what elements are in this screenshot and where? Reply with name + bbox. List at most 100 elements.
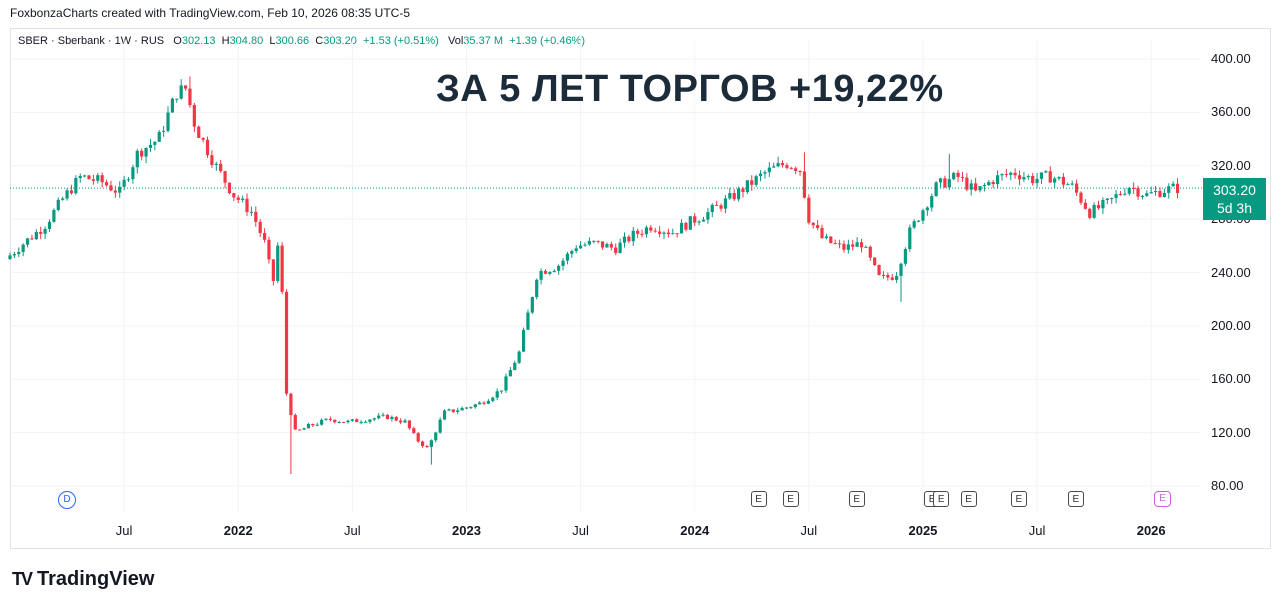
candle-body [679,222,684,234]
candle-body [271,259,275,281]
candle-body [820,228,824,239]
candle-body [56,199,60,210]
candle-body [302,428,306,430]
candle-body [614,247,618,253]
candle-body [8,255,12,260]
y-tick-label: 80.00 [1211,478,1244,493]
candle-body [785,165,789,168]
candle-body [1009,172,1013,175]
earnings-marker[interactable]: E [1010,491,1027,507]
x-tick-label: Jul [1028,523,1046,538]
candle-body [1013,172,1017,176]
candle-body [794,168,798,172]
candle-body [350,419,354,421]
candle-body [1070,183,1074,185]
volume-change: +1.39 (+0.46%) [509,35,586,47]
candle-body [1026,175,1030,178]
ohlc-legend: SBER · Sberbank · 1W · RUS O302.13 H304.… [18,35,585,47]
candle-body [666,232,670,235]
candle-body [912,221,916,228]
candle-body [381,414,385,416]
candle-body [772,166,776,168]
earnings-marker[interactable]: E [1067,491,1084,507]
candle-body [96,175,100,181]
candle-body [201,137,205,140]
candle-body [241,198,245,200]
candle-body [978,186,982,191]
candle-body [416,433,420,442]
candle-body [61,198,65,200]
candle-body [1022,177,1026,180]
candle-body [460,407,464,411]
candle-body [715,204,719,206]
candle-body [662,232,666,234]
candle-body [570,250,574,254]
earnings-marker[interactable]: E [960,491,977,507]
candle-body [829,236,833,243]
candle-body [21,244,25,252]
candle-body [697,221,701,223]
candle-body [552,270,556,272]
y-tick-label: 120.00 [1211,424,1251,440]
candle-body [205,139,210,156]
candle-body [811,222,815,226]
candle-body [737,188,741,200]
candle-body [1114,194,1118,198]
candle-body [1136,188,1140,197]
y-tick-label: 320.00 [1211,157,1251,173]
earnings-marker[interactable]: E [782,491,799,507]
candle-body [750,180,754,185]
symbol-label[interactable]: SBER · Sberbank · 1W · RUS [18,35,165,47]
candle-body [622,236,627,243]
candle-body [223,171,227,183]
candle-body [87,175,91,180]
candle-body [74,178,78,194]
upcoming-earnings-marker[interactable]: E [1154,491,1171,507]
change-value: +1.53 (+0.51%) [362,35,439,47]
candle-body [960,176,965,178]
candle-body [859,242,864,248]
candle-body [333,419,337,423]
open-label: O [173,35,182,47]
x-tick-label: 2023 [452,523,481,538]
candle-body [526,312,530,330]
candle-body [192,105,196,127]
candle-body [162,130,166,132]
candle-body [741,188,745,193]
candle-body [438,419,442,433]
candle-body [578,245,583,249]
candle-body [43,228,47,234]
tradingview-brand[interactable]: TV TradingView [12,568,154,591]
candle-body [688,216,692,230]
candle-body [995,175,1000,185]
y-tick-label: 160.00 [1211,371,1251,387]
candle-body [539,270,543,280]
earnings-marker[interactable]: E [848,491,865,507]
candle-body [767,167,771,173]
candle-body [377,415,381,419]
earnings-marker[interactable]: E [750,491,767,507]
candle-body [280,245,284,292]
candle-body [482,402,486,404]
candle-body [1140,195,1145,197]
candle-body [1061,176,1066,185]
close-label: C [315,35,324,47]
earnings-marker[interactable]: E [933,491,950,507]
candle-body [890,277,894,280]
dividend-marker[interactable]: D [58,491,77,509]
candle-body [895,275,899,280]
candle-body [486,400,491,404]
candle-body [1088,208,1092,218]
candle-body [846,244,850,250]
candle-body [965,177,969,190]
candle-body [508,370,512,377]
candle-body [710,204,714,213]
candle-body [701,219,706,222]
bar-countdown: 5d 3h [1216,200,1253,216]
candle-body [52,209,56,222]
candle-body [447,409,451,411]
candle-body [754,176,758,185]
candle-body [824,236,828,239]
candle-body [930,196,934,208]
